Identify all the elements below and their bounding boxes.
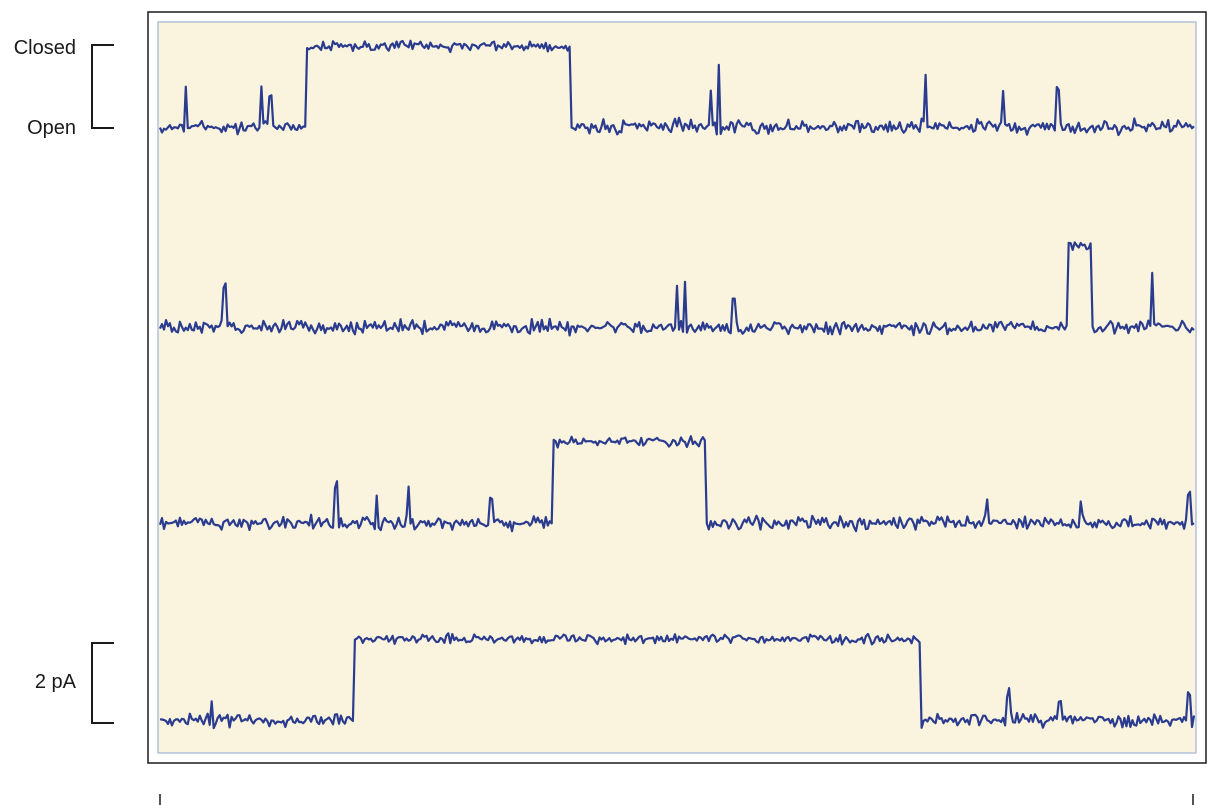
trace-line-4 (159, 632, 1196, 730)
scale-bar-label: 2 pA (34, 671, 76, 693)
state-bracket (91, 44, 114, 129)
trace-line-3 (158, 435, 1195, 533)
plot-panel (157, 21, 1197, 754)
trace-line-1 (158, 39, 1195, 137)
closed-label: Closed (13, 37, 76, 59)
open-label: Open (27, 117, 76, 139)
trace-line-2 (158, 241, 1195, 337)
scale-bar (91, 642, 114, 724)
trace-group (158, 39, 1196, 730)
